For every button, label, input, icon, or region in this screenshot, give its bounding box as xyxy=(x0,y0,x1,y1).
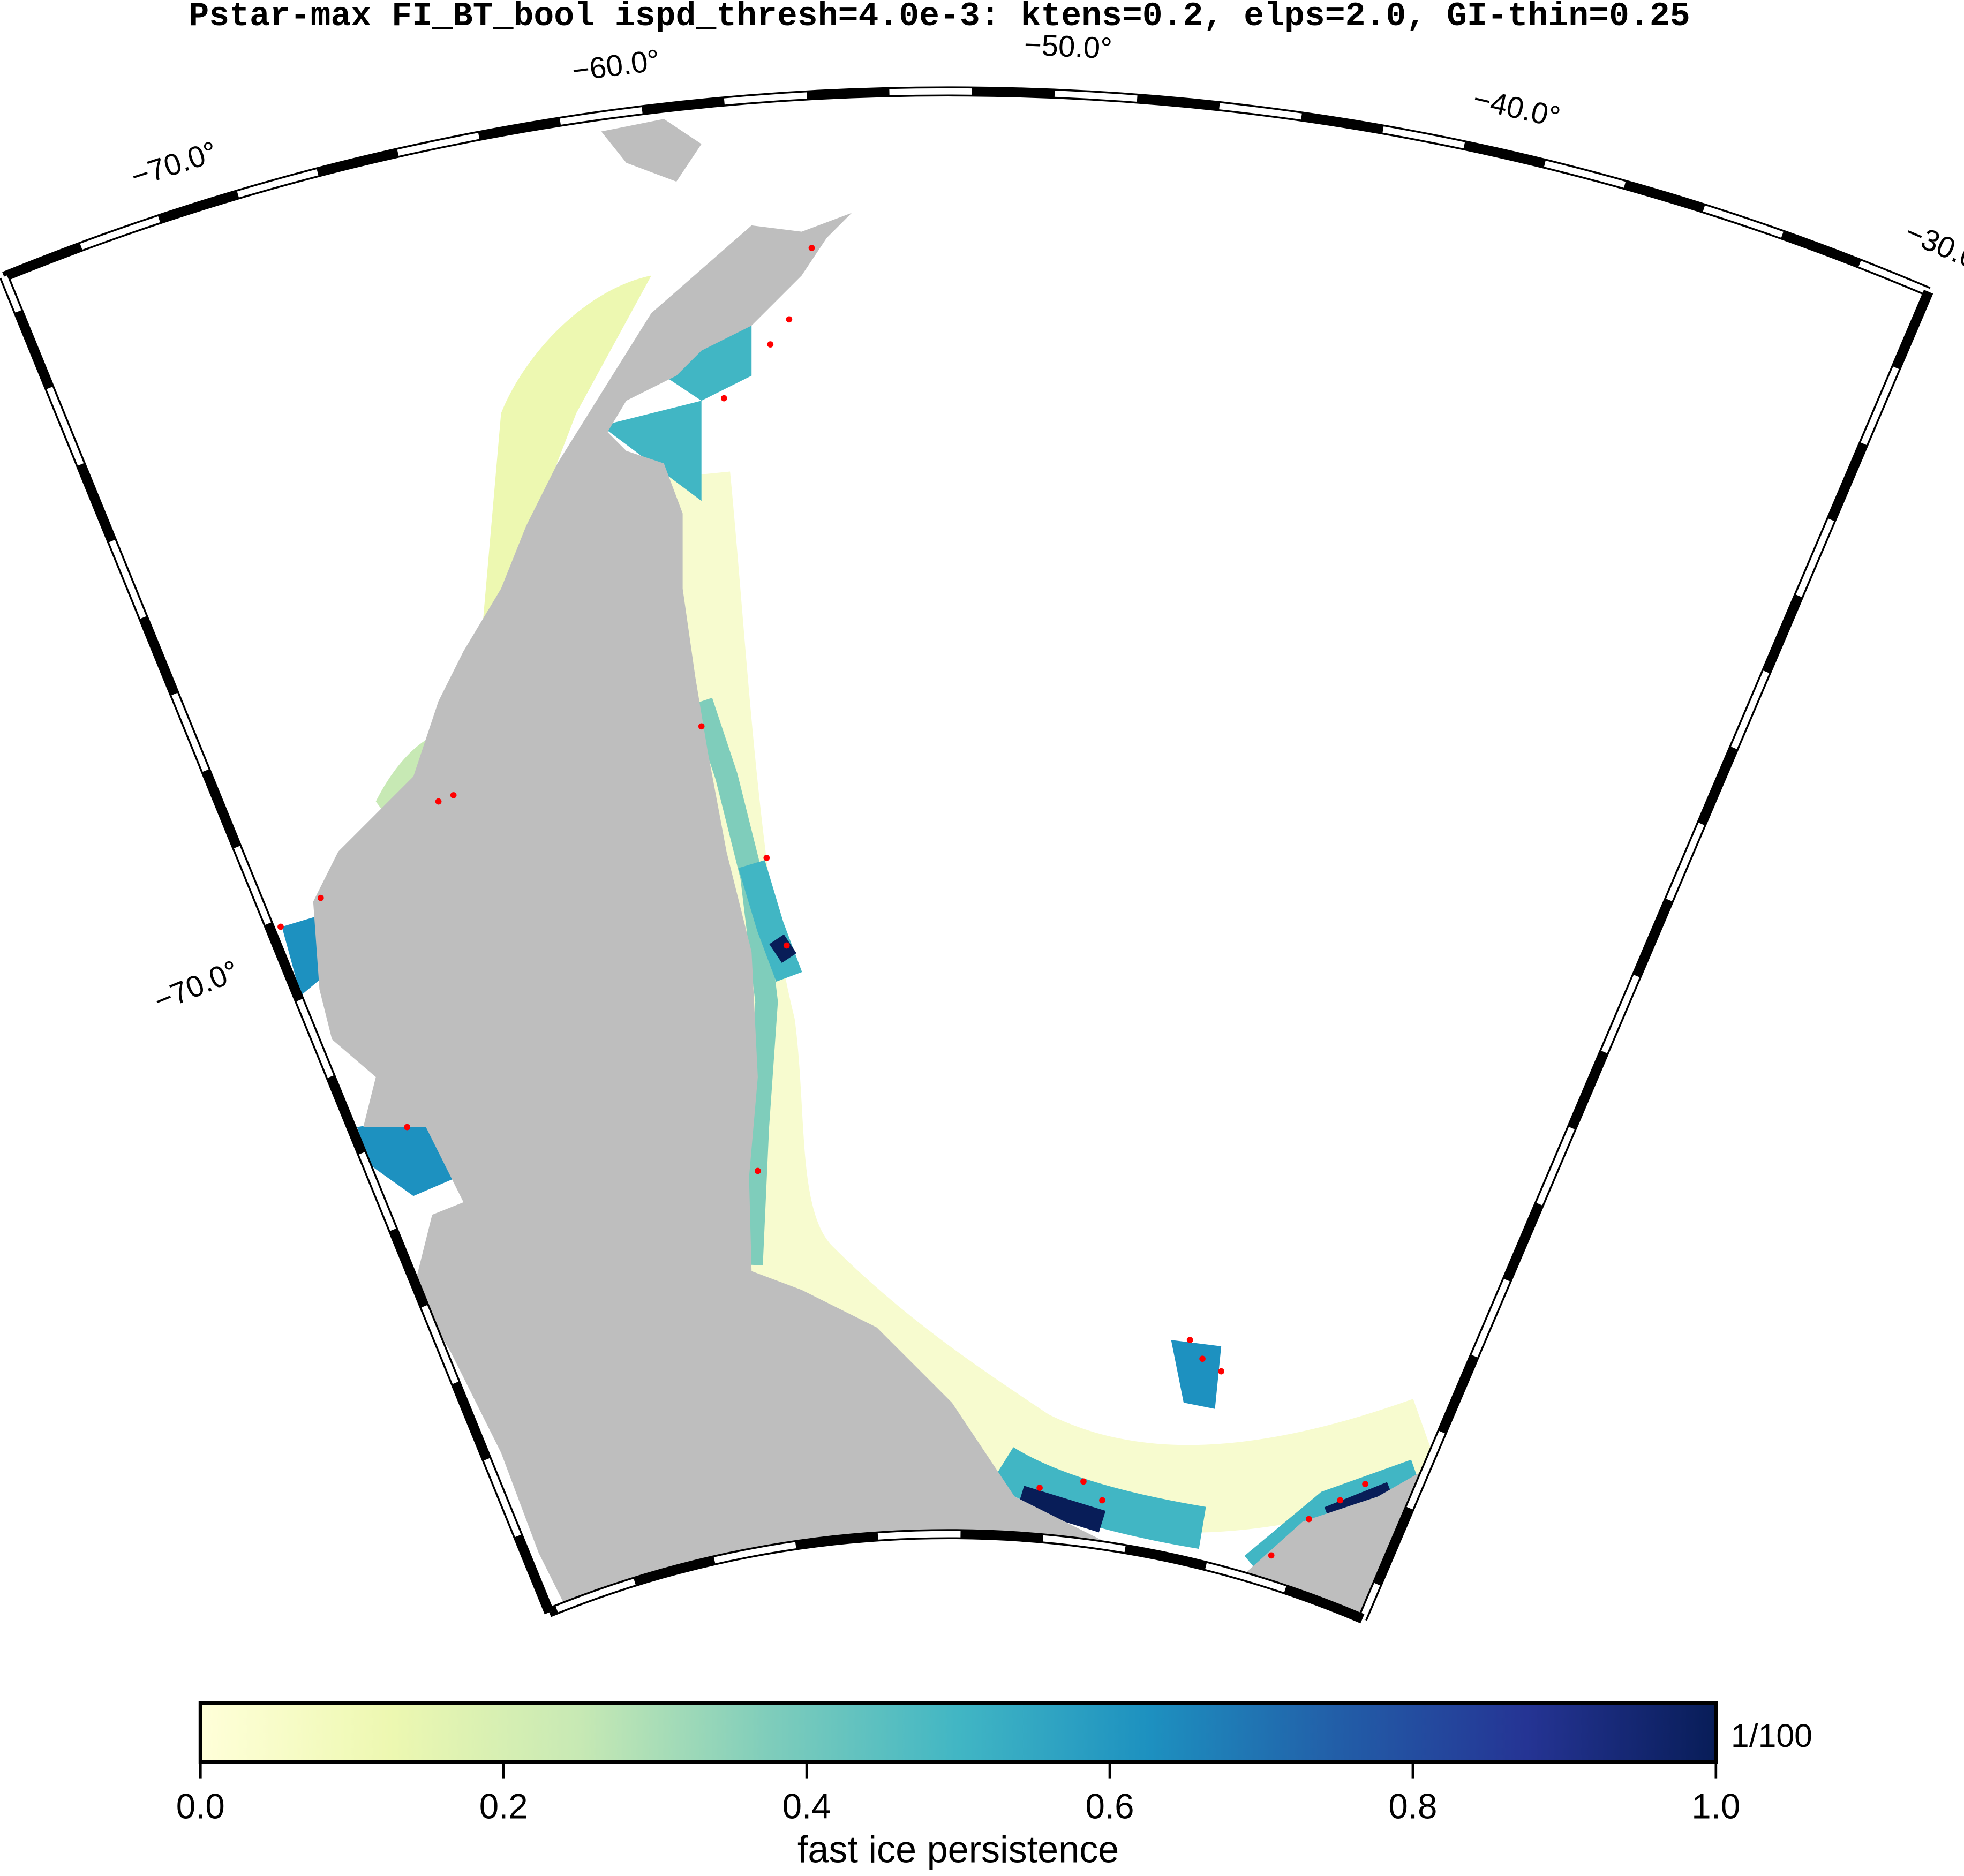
colorbar-unit: 1/100 xyxy=(1731,1717,1812,1754)
colorbar-tick-label: 0.6 xyxy=(1086,1787,1134,1826)
colorbar-tick-label: 0.4 xyxy=(782,1787,831,1826)
ice-field xyxy=(1171,1340,1222,1409)
map xyxy=(0,86,1933,1624)
ice-field xyxy=(476,275,652,702)
colorbar-tick-label: 1.0 xyxy=(1691,1787,1740,1826)
map-frame xyxy=(0,86,1933,1624)
map-content xyxy=(277,119,1443,1619)
title: Pstar-max FI_BT_bool ispd_thresh=4.0e-3:… xyxy=(189,0,1690,35)
colorbar: 1/100 fast ice persistence 0.0 0.2 0.4 0.6 0… xyxy=(176,1701,1812,1870)
frame-edge xyxy=(3,87,1930,296)
longitude-label: −50.0° xyxy=(1024,27,1113,65)
grounded-icebergs xyxy=(277,245,1368,1559)
longitude-label: −30.0° xyxy=(1900,215,1964,280)
ice-field xyxy=(769,934,796,963)
frame-edge xyxy=(547,1530,1364,1623)
colorbar-label: fast ice persistence xyxy=(797,1828,1119,1870)
ice-field xyxy=(645,325,752,401)
land xyxy=(601,119,702,182)
longitude-label: −40.0° xyxy=(1470,81,1563,134)
frame-edge xyxy=(1359,290,1932,1621)
colorbar-ramp xyxy=(198,1701,1718,1764)
colorbar-tick-label: 0.0 xyxy=(176,1787,225,1826)
land xyxy=(313,213,1127,1619)
frame-edge xyxy=(1,275,553,1614)
longitude-label: −70.0° xyxy=(127,134,221,193)
ice-field xyxy=(1017,1486,1106,1533)
ice-field xyxy=(601,401,702,501)
colorbar-tick-label: 0.2 xyxy=(479,1787,528,1826)
latitude-label: −70.0° xyxy=(149,953,243,1018)
ice-field xyxy=(690,697,778,1265)
longitude-label: −60.0° xyxy=(570,43,661,88)
ice-field xyxy=(990,1447,1206,1549)
colorbar-tick-label: 0.8 xyxy=(1388,1787,1437,1826)
